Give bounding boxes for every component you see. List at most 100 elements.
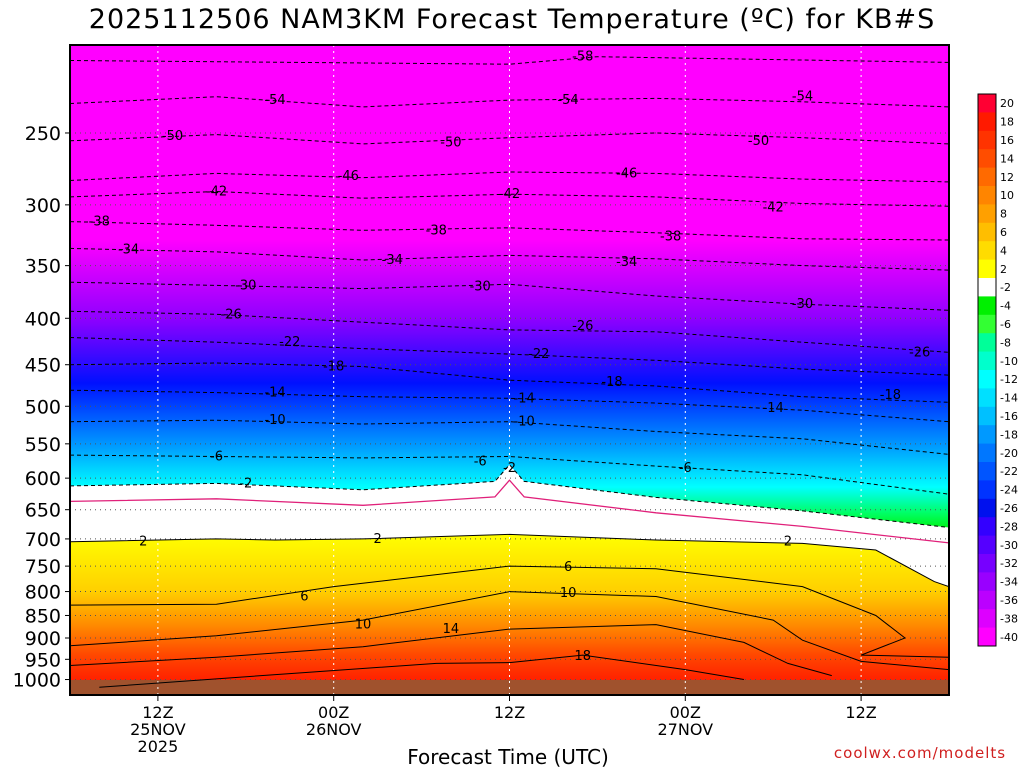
- colorbar-label: -40: [1000, 631, 1018, 644]
- y-tick-label: 750: [25, 556, 61, 578]
- isotherm-label: -54: [264, 93, 285, 108]
- plot-area: -58-54 -54 -54-50 -50 -50-46 -46-42 -42-42-38-…: [70, 45, 949, 695]
- colorbar-label: 2: [1000, 263, 1007, 276]
- isotherm-line: [70, 533, 949, 588]
- isotherm-label: -14: [514, 391, 535, 406]
- colorbar-swatch: [978, 314, 996, 334]
- colorbar-swatch: [978, 278, 996, 297]
- colorbar-label: 6: [1000, 226, 1007, 239]
- colorbar-swatch: [978, 535, 996, 555]
- colorbar-label: -2: [1000, 281, 1011, 294]
- colorbar-swatch: [978, 554, 996, 573]
- isotherm-label: -46: [616, 166, 637, 181]
- colorbar-swatch: [978, 480, 996, 500]
- colorbar-swatch: [978, 112, 996, 132]
- isotherm-label: -30: [470, 279, 491, 294]
- isotherm-label: -10: [264, 413, 285, 428]
- isotherm-line: [70, 565, 949, 658]
- colorbar-swatch: [978, 406, 996, 426]
- colorbar-label: -28: [1000, 520, 1018, 533]
- colorbar-label: -38: [1000, 612, 1018, 625]
- colorbar-swatch: [978, 425, 996, 445]
- isotherm-line: [70, 624, 832, 677]
- isotherm-label: -34: [118, 243, 139, 258]
- colorbar-swatch: [978, 443, 996, 463]
- colorbar-swatch: [978, 388, 996, 408]
- isotherm-label: -34: [616, 255, 637, 270]
- colorbar-swatch: [978, 186, 996, 205]
- isotherm-label: -26: [572, 319, 593, 334]
- colorbar-label: 14: [1000, 152, 1014, 165]
- isotherm-label: -6: [210, 450, 223, 465]
- colorbar-swatch: [978, 167, 996, 187]
- chart-title: 2025112506 NAM3KM Forecast Temperature (…: [88, 4, 936, 35]
- isotherm-label: -22: [528, 347, 549, 362]
- colorbar-swatch: [978, 94, 996, 113]
- isotherm-label: -6: [679, 461, 692, 476]
- colorbar-label: -18: [1000, 428, 1018, 441]
- colorbar-label: -30: [1000, 539, 1018, 552]
- colorbar-label: -4: [1000, 300, 1011, 313]
- colorbar-swatch: [978, 370, 996, 389]
- isotherm-label: -42: [499, 187, 520, 202]
- x-tick-label: 00Z: [670, 703, 701, 722]
- y-axis: 2503003504004505005506006507007508008509…: [13, 123, 70, 692]
- y-tick-label: 700: [25, 529, 61, 551]
- y-tick-label: 500: [25, 396, 61, 418]
- colorbar-label: -34: [1000, 576, 1018, 589]
- colorbar-label: -24: [1000, 484, 1018, 497]
- x-tick-label: 26NOV: [306, 720, 362, 739]
- x-tick-label: 25NOV: [130, 720, 186, 739]
- colorbar-label: -20: [1000, 447, 1018, 460]
- x-axis-label: Forecast Time (UTC): [407, 745, 609, 768]
- isotherm-label: -54: [792, 90, 813, 105]
- x-tick-label: 27NOV: [658, 720, 714, 739]
- colorbar-label: 16: [1000, 134, 1014, 147]
- isotherm-label: -42: [206, 184, 227, 199]
- colorbar-swatch: [978, 259, 996, 279]
- colorbar-frame: [977, 93, 997, 647]
- isotherm-label: -30: [792, 297, 813, 312]
- colorbar-label: 4: [1000, 244, 1007, 257]
- y-tick-label: 650: [25, 500, 61, 522]
- isotherm-label: -26: [909, 345, 930, 360]
- y-tick-label: 300: [25, 195, 61, 217]
- y-tick-label: 250: [25, 123, 61, 145]
- colorbar-swatch: [978, 222, 996, 242]
- isotherm-label: 2: [139, 535, 147, 550]
- colorbar-swatch: [978, 241, 996, 261]
- colorbar-label: -26: [1000, 502, 1018, 515]
- colorbar-label: 12: [1000, 171, 1014, 184]
- colorbar-swatch: [978, 517, 996, 537]
- warm-region: [70, 534, 949, 695]
- y-tick-label: 1000: [13, 670, 61, 692]
- isotherm-label: -50: [748, 134, 769, 149]
- isotherm-label: 14: [443, 622, 460, 637]
- isotherm-label: -2: [239, 476, 252, 491]
- isotherm-label: -34: [382, 253, 403, 268]
- isotherm-lines: -58-54 -54 -54-50 -50 -50-46 -46-42 -42-42-38-…: [70, 50, 949, 688]
- isotherm-label: -42: [763, 200, 784, 215]
- colorbar-label: -22: [1000, 465, 1018, 478]
- isotherm-label: 18: [574, 649, 591, 664]
- isotherm-label: -10: [514, 415, 535, 430]
- y-tick-label: 800: [25, 582, 61, 604]
- y-tick-label: 350: [25, 256, 61, 278]
- isotherm-label: -46: [338, 169, 359, 184]
- colorbar-swatch: [978, 590, 996, 610]
- colorbar-label: -14: [1000, 392, 1018, 405]
- colorbar-swatch: [978, 333, 996, 353]
- x-tick-label: 12Z: [845, 703, 876, 722]
- colorbar-swatch: [978, 296, 996, 316]
- x-tick-label: 00Z: [318, 703, 349, 722]
- isotherm-label: -18: [323, 359, 344, 374]
- colorbar-swatch: [978, 204, 996, 224]
- colorbar-label: 20: [1000, 97, 1014, 110]
- isotherm-line: [70, 591, 949, 671]
- isotherm-label: -30: [235, 278, 256, 293]
- isotherm-label: -18: [601, 375, 622, 390]
- y-tick-label: 850: [25, 605, 61, 627]
- y-tick-label: 400: [25, 308, 61, 330]
